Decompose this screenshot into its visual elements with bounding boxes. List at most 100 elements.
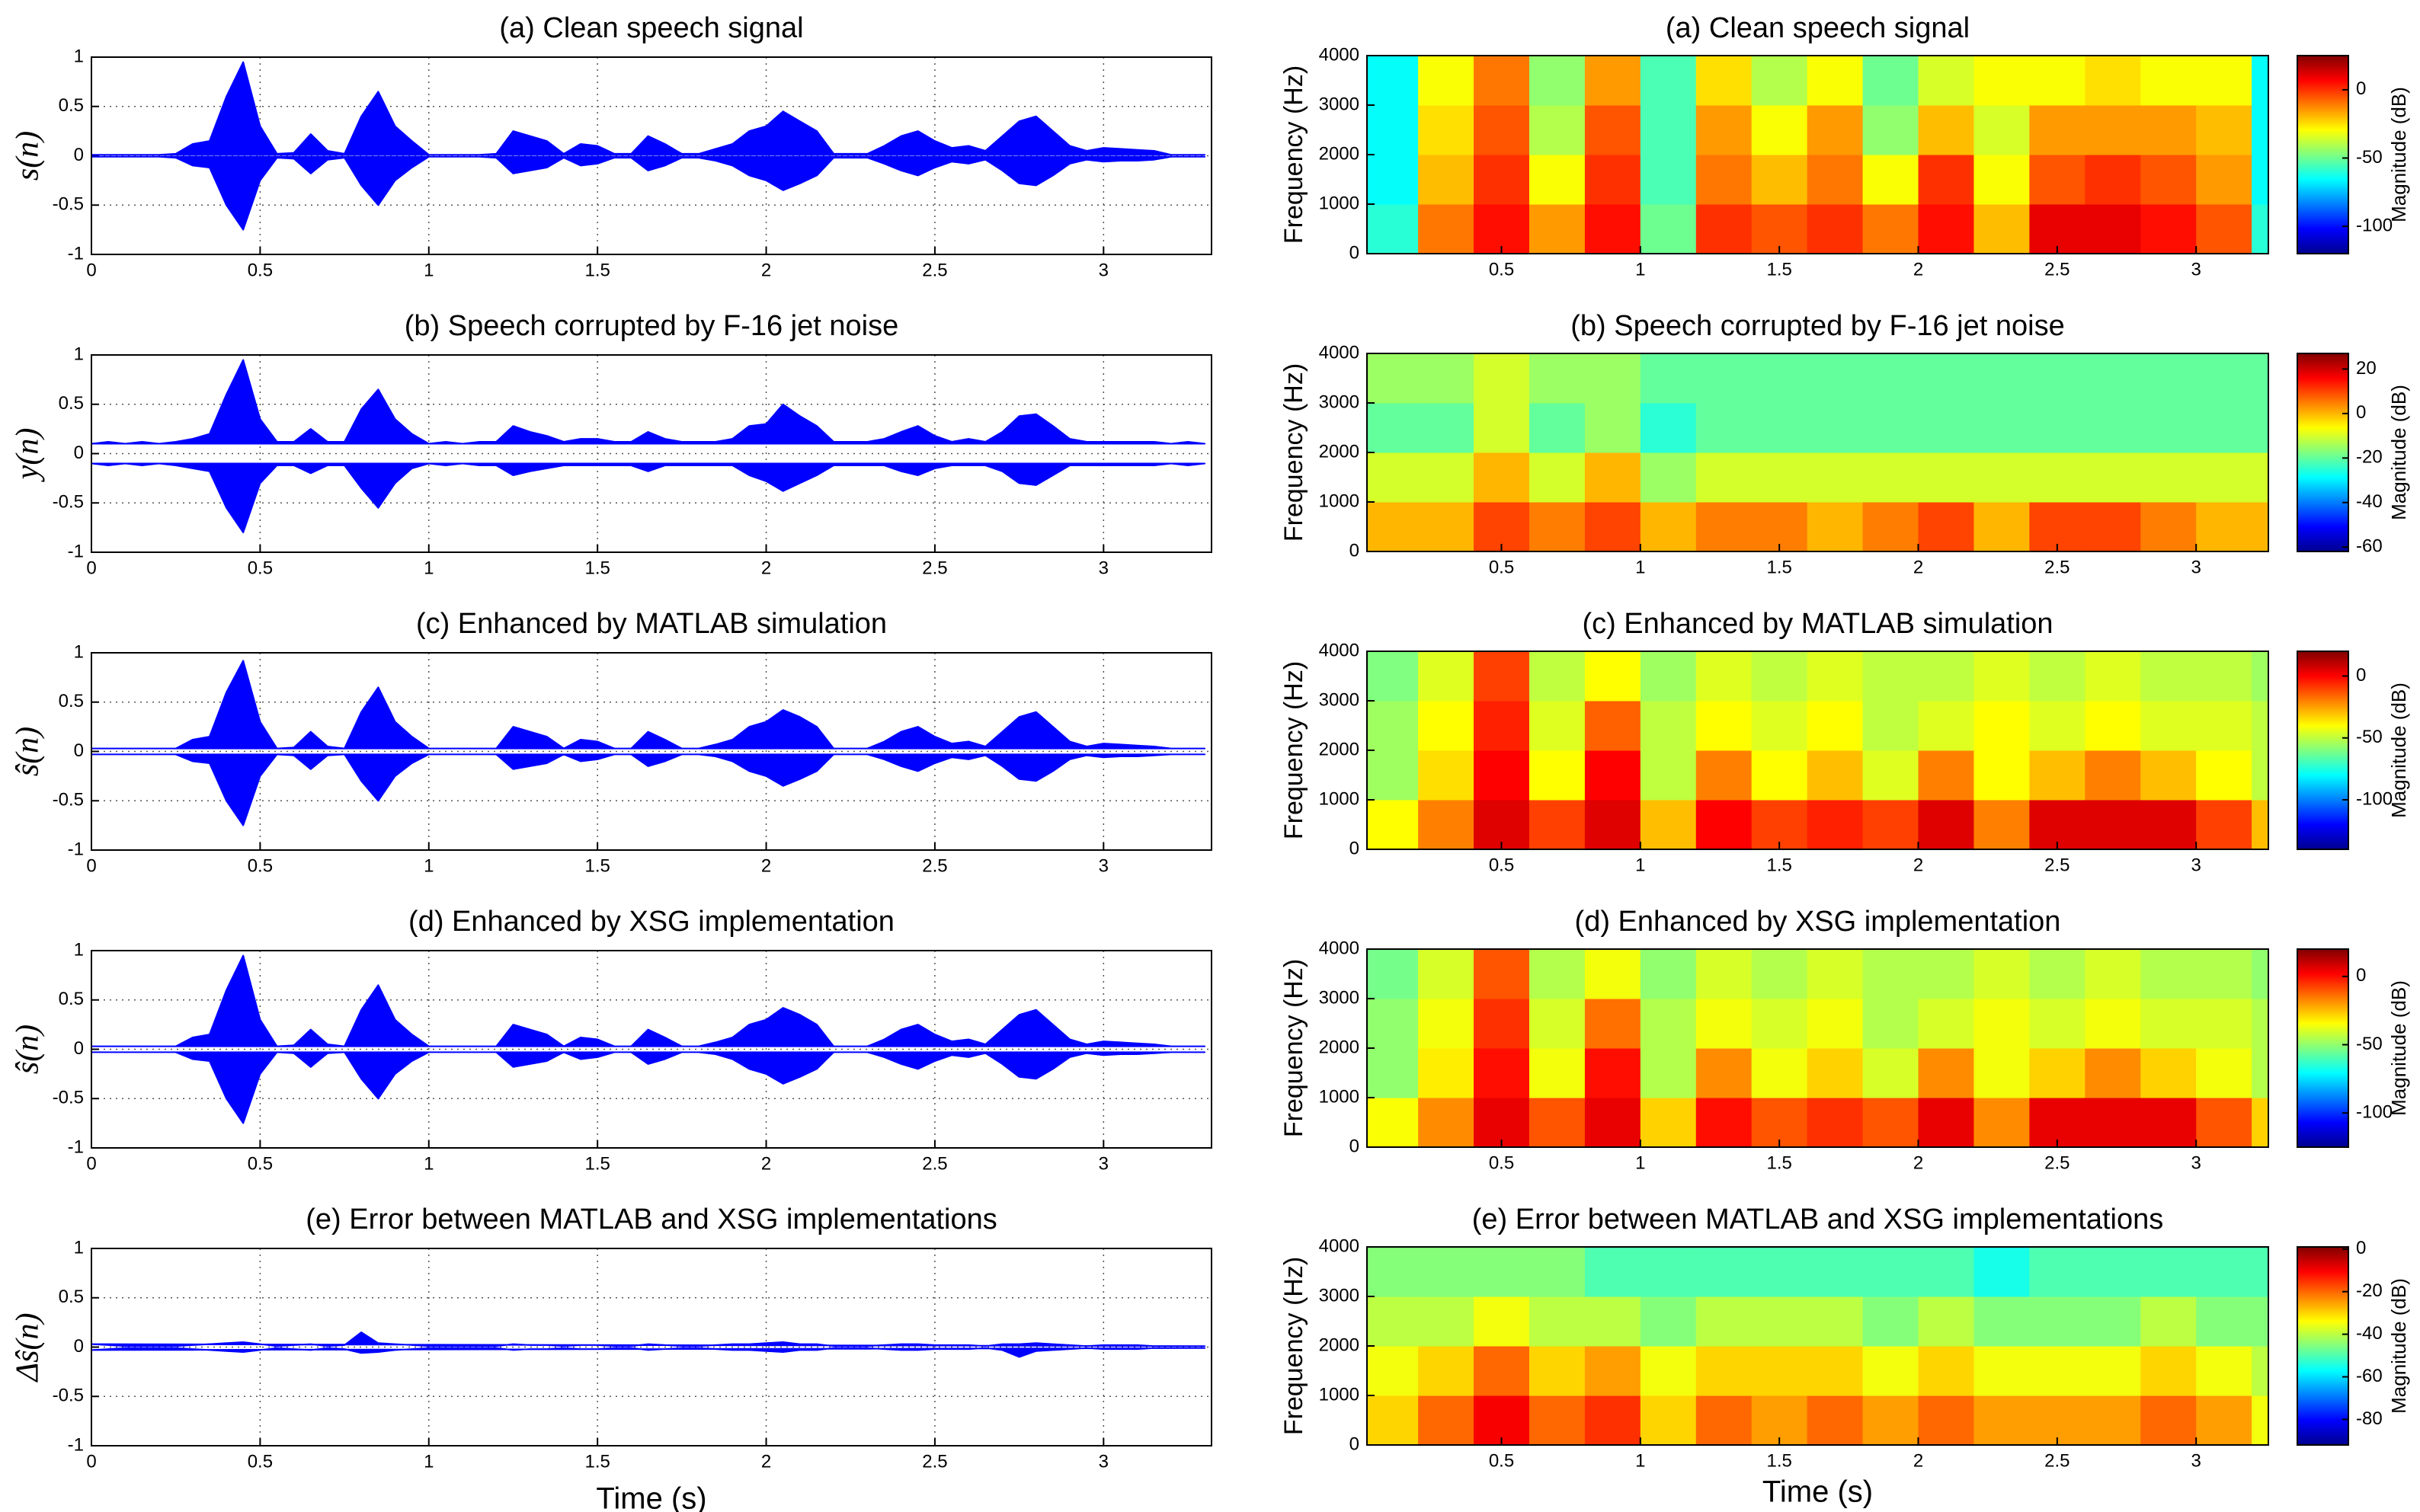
spectrogram-cell (1640, 999, 1697, 1049)
spectrogram-cell (1367, 1247, 1419, 1297)
x-tick-label: 2.5 (922, 1451, 947, 1472)
chart-title: (b) Speech corrupted by F-16 jet noise (405, 310, 898, 342)
y-tick-label: -1 (68, 1434, 84, 1455)
spectrogram-cell (2196, 949, 2252, 999)
plot-frame (91, 354, 1212, 553)
x-tick-label: 0.5 (248, 855, 273, 876)
x-tick-label: 0.5 (1489, 259, 1514, 280)
spectrogram-cell (2085, 105, 2141, 155)
spectrogram-cell (1862, 353, 1919, 404)
spectrogram-cell (1973, 1048, 2030, 1098)
y-tick-label: 4000 (1319, 44, 1359, 65)
spectrogram-cell (1751, 502, 1808, 552)
spectrogram-cell (1529, 452, 1586, 503)
spectrogram-cell (1751, 651, 1808, 702)
spectrogram-cell (1807, 452, 1864, 503)
spectrogram-cell (2140, 701, 2197, 751)
x-tick-label: 2.5 (2044, 1450, 2069, 1471)
spectrogram-cell (2140, 403, 2197, 453)
spectrogram-cell (1640, 1098, 1697, 1148)
spectrogram-cell (1973, 1247, 2030, 1297)
spectrogram-cell (2252, 1247, 2269, 1297)
y-tick-label: 3000 (1319, 392, 1359, 412)
x-tick-label: 0 (86, 1153, 96, 1174)
y-tick-label: 4000 (1319, 640, 1359, 660)
spectrogram-cell (2085, 651, 2141, 702)
x-tick-label: 2.5 (922, 1153, 947, 1174)
x-tick-label: 2 (761, 260, 771, 280)
x-tick-label: 3 (1099, 260, 1109, 280)
y-tick-label: 3000 (1319, 987, 1359, 1008)
spectrogram-cell (2140, 1048, 2197, 1098)
spectrogram-cell (1529, 403, 1586, 453)
spectrogram-cell (1474, 1247, 1530, 1297)
spectrogram-cell (1695, 502, 1753, 552)
y-tick-label: 1000 (1319, 1384, 1359, 1405)
spectrogram-cell (2085, 502, 2141, 552)
y-tick-label: 0 (1349, 540, 1359, 561)
spectrogram-cell (1640, 502, 1697, 552)
spectrogram-cell (2029, 800, 2085, 850)
waveform-envelope (91, 753, 1206, 826)
spectrogram-cell (2196, 502, 2252, 552)
spectrogram-cell (1807, 105, 1864, 155)
y-tick-label: -0.5 (53, 492, 84, 513)
spectrogram-cell (1695, 56, 1753, 106)
spectrogram-cell (1918, 949, 1974, 999)
spectrogram-cell (2140, 651, 2197, 702)
spectrogram-cell (1807, 999, 1864, 1049)
x-tick-label: 0.5 (248, 558, 273, 578)
spectrogram-cell (1751, 452, 1808, 503)
spectrogram-cell (1474, 701, 1530, 751)
spectrogram-cell (2196, 1346, 2252, 1396)
x-tick-label: 2.5 (2044, 855, 2069, 875)
x-tick-label: 3 (1099, 558, 1109, 578)
x-tick-label: 1.5 (584, 855, 610, 876)
colorbar-tick-label: -20 (2356, 1280, 2383, 1301)
spectrogram-cell (2196, 204, 2252, 254)
waveform-envelope (91, 155, 1206, 231)
spectrogram-cell (1751, 105, 1808, 155)
spectrogram-cell (1529, 1247, 1586, 1297)
spectrogram-cell (1807, 949, 1864, 999)
spectrogram-cell (1695, 999, 1753, 1049)
spectrogram-cell (2085, 204, 2141, 254)
spectrogram-cell (1862, 651, 1919, 702)
x-tick-label: 2 (761, 1451, 771, 1472)
spectrogram-cell (1918, 1395, 1974, 1446)
spectrogram-cell (1367, 353, 1419, 404)
spectrogram-cell (1807, 502, 1864, 552)
spectrogram-cell (2029, 403, 2085, 453)
spectrogram-cell (1418, 800, 1474, 850)
spectrogram-cell (1418, 701, 1474, 751)
y-tick-label: 2000 (1319, 441, 1359, 462)
x-tick-label: 0 (86, 1451, 96, 1472)
spectrogram-cell (1751, 204, 1808, 254)
spectrogram-cell (1367, 750, 1419, 801)
spectrogram-cell (2085, 999, 2141, 1049)
spectrogram-cell (1695, 1098, 1753, 1148)
spectrogram-cell (2252, 155, 2269, 205)
spectrogram-cell (2196, 651, 2252, 702)
x-tick-label: 1 (1635, 1152, 1645, 1173)
waveform-envelope (91, 1347, 1206, 1358)
spectrogram-cell (2085, 452, 2141, 503)
spectrogram-cell (1640, 105, 1697, 155)
spectrogram-cell (1529, 56, 1586, 106)
y-tick-label: 0 (74, 1038, 84, 1059)
spectrogram-cell (1695, 1395, 1753, 1446)
x-tick-label: 1 (1635, 259, 1645, 280)
y-tick-label: 1000 (1319, 491, 1359, 511)
spectrogram-cell (2029, 155, 2085, 205)
waveform-envelope (91, 954, 1206, 1047)
spectrogram-cell (1807, 651, 1864, 702)
colorbar-tick-label: 0 (2356, 78, 2366, 99)
spectrogram-cell (1918, 750, 1974, 801)
spectrogram-cell (1862, 502, 1919, 552)
colorbar-tick-label: -60 (2356, 536, 2383, 557)
spectrogram-cell (1529, 502, 1586, 552)
x-tick-label: 2.5 (2044, 557, 2069, 577)
y-tick-label: 0.5 (59, 691, 84, 711)
y-tick-label: 2000 (1319, 1037, 1359, 1057)
y-tick-label: 0.5 (59, 1287, 84, 1307)
